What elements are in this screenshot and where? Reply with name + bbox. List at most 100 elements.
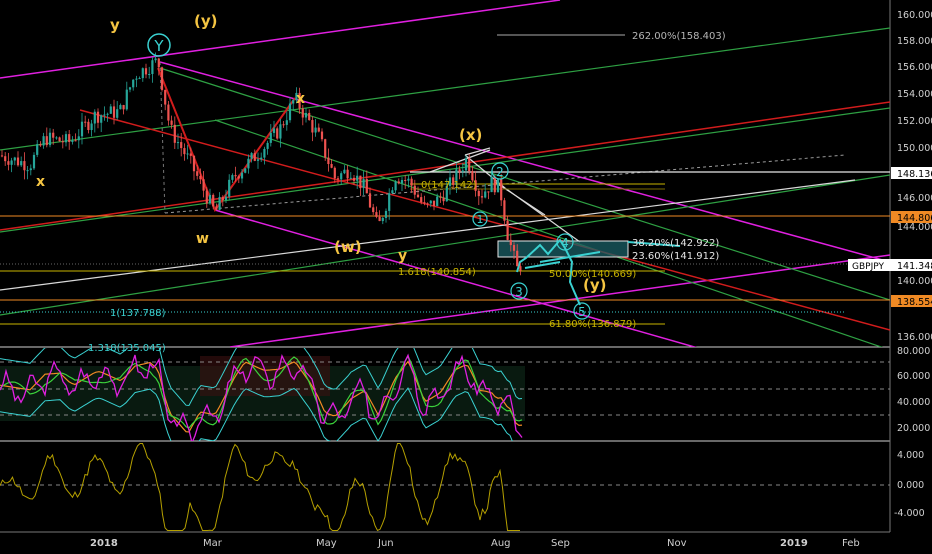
candle-body	[10, 160, 13, 165]
rsi-band-lower	[0, 387, 513, 441]
candle-body	[122, 105, 125, 110]
candle-body	[0, 155, 4, 157]
price-tick: 144.000	[897, 222, 932, 233]
price-tick: 146.000	[897, 193, 932, 204]
candle-body	[496, 179, 500, 193]
candle-body	[20, 161, 23, 166]
candle-body	[388, 193, 391, 211]
green-line-3	[0, 174, 890, 316]
candle-body	[512, 245, 516, 251]
wave-label-x-mid: x	[296, 91, 305, 107]
candle-body	[461, 170, 464, 172]
candle-body	[516, 250, 519, 267]
candle-body	[240, 172, 244, 179]
candle-body	[263, 148, 266, 158]
candle-body	[439, 196, 442, 198]
candle-body	[128, 87, 132, 90]
red-zigzag	[157, 67, 296, 213]
candle-body	[260, 157, 263, 160]
candle-body	[148, 73, 151, 75]
candle-body	[404, 180, 407, 182]
candle-body	[58, 137, 61, 142]
candle-body	[196, 171, 199, 176]
candle-body	[84, 121, 87, 123]
magenta-upper-line	[0, 0, 561, 79]
candle-body	[416, 194, 420, 198]
white-trendline	[0, 179, 856, 291]
price-tag-138554	[891, 295, 932, 307]
fib-label-236: 23.60%(141.912)	[632, 251, 719, 262]
candle-body	[68, 134, 71, 143]
candle-body	[356, 175, 359, 181]
candle-body	[442, 197, 445, 202]
candle-body	[420, 197, 423, 203]
candle-body	[471, 171, 474, 181]
candle-body	[269, 132, 272, 143]
x-tick: Aug	[491, 538, 511, 549]
candle-body	[519, 266, 522, 271]
wave-label-5: 5	[578, 305, 586, 319]
oscillator-panel	[0, 443, 890, 532]
candle-body	[308, 112, 311, 121]
candle-body	[378, 216, 381, 222]
price-tag-last-text: 141.348	[897, 261, 932, 272]
wave-label-y-paren-lower: (y)	[583, 276, 607, 294]
candle-body	[253, 153, 256, 161]
candle-body	[176, 142, 180, 144]
candle-body	[237, 176, 240, 179]
candle-body	[234, 175, 237, 177]
candle-body	[384, 210, 388, 218]
price-tag-last	[848, 259, 932, 271]
candle-body	[394, 181, 397, 191]
candle-body	[343, 169, 346, 174]
candle-body	[493, 176, 496, 193]
candle-body	[359, 175, 362, 189]
candle-body	[80, 121, 84, 137]
price-tick: 154.000	[897, 89, 932, 100]
price-tick: 140.000	[897, 276, 932, 287]
candle-body	[429, 200, 432, 204]
oscillator-line	[0, 443, 520, 532]
candle-body	[266, 142, 269, 149]
wave-label-y-lower: y	[398, 248, 407, 264]
candle-body	[314, 127, 317, 133]
candle-body	[77, 136, 80, 141]
candle-body	[484, 191, 487, 198]
price-tag-148136	[891, 167, 932, 179]
candle-body	[87, 121, 90, 131]
price-tick: 136.000	[897, 332, 932, 343]
candle-body	[160, 67, 164, 90]
candle-body	[23, 161, 26, 171]
candle-body	[445, 185, 448, 202]
candle-body	[301, 108, 304, 118]
candle-body	[208, 194, 212, 204]
candle-body	[167, 104, 170, 121]
candle-body	[221, 196, 224, 201]
candle-body	[320, 131, 324, 140]
osc-tick: 0.000	[897, 480, 924, 491]
x-tick: Nov	[667, 538, 687, 549]
green-line-2	[0, 107, 890, 233]
candle-body	[400, 180, 404, 184]
candle-body	[96, 111, 100, 123]
wave-label-w-paren: (w)	[334, 238, 362, 256]
candle-body	[298, 92, 301, 109]
x-tick: Sep	[551, 538, 570, 549]
rsi-line	[0, 353, 523, 441]
wave-label-4: 4	[561, 236, 569, 250]
rsi-tick: 40.000	[897, 397, 930, 408]
price-tick: 150.000	[897, 143, 932, 154]
candle-body	[340, 173, 343, 180]
candle-body	[247, 158, 250, 169]
candle-body	[36, 144, 39, 155]
wave-label-y: y	[110, 16, 120, 34]
candle-body	[32, 154, 36, 169]
candle-body	[410, 178, 413, 186]
candle-body	[224, 196, 228, 201]
candle-body	[48, 132, 52, 146]
candle-body	[205, 190, 208, 204]
fib-label-1618: 1.618(140.854)	[398, 267, 476, 278]
fib-label-618: 61.80%(136.879)	[549, 319, 636, 330]
